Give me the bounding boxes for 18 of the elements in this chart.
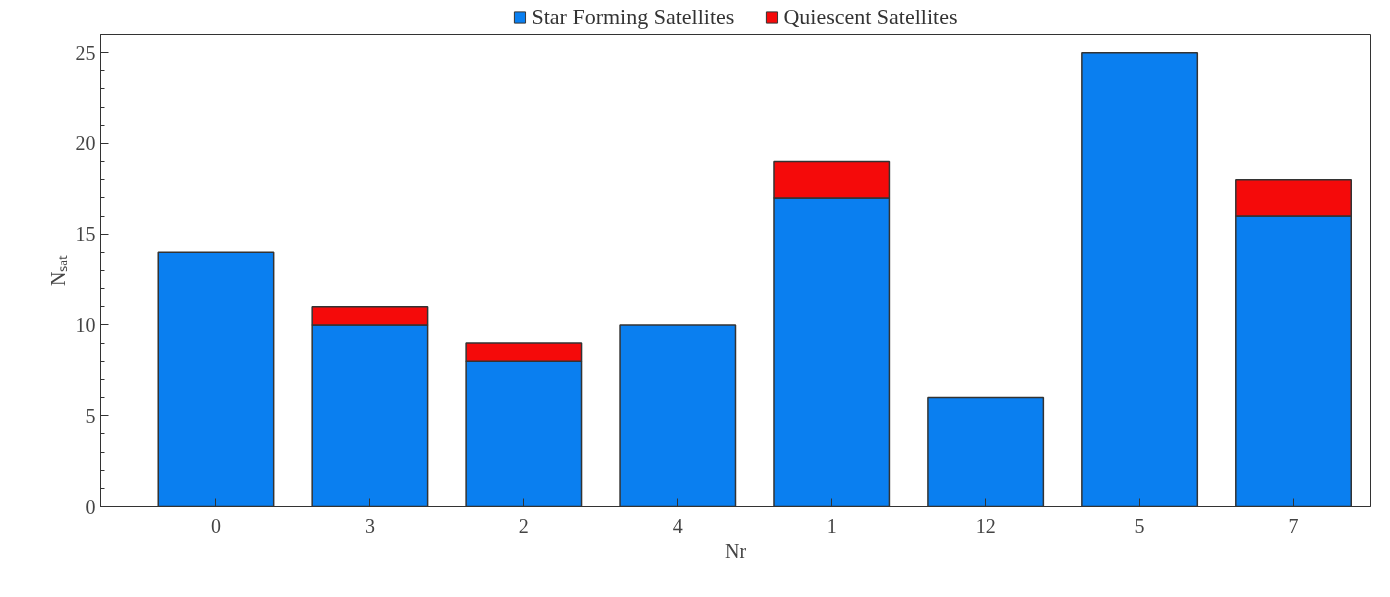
x-tick-label: 12 — [975, 514, 996, 537]
x-tick-label: 4 — [672, 514, 683, 537]
y-axis-title: Nₛₐₜ — [46, 255, 69, 286]
y-tick-label: 10 — [75, 313, 96, 336]
legend-label: Star Forming Satellites — [531, 4, 735, 30]
y-tick-label: 20 — [75, 132, 96, 155]
legend-label: Quiescent Satellites — [783, 4, 958, 30]
x-axis-title: Nr — [724, 539, 747, 562]
y-tick-label: 5 — [85, 404, 96, 427]
x-tick-label: 7 — [1288, 514, 1299, 537]
y-tick-label: 0 — [85, 495, 96, 518]
x-tick-label: 3 — [364, 514, 375, 537]
x-tick-label: 2 — [518, 514, 529, 537]
y-tick-label: 25 — [75, 41, 96, 64]
x-tick-label: 0 — [210, 514, 221, 537]
y-tick-label: 15 — [75, 223, 96, 246]
x-tick-label: 1 — [826, 514, 837, 537]
x-tick-label: 5 — [1134, 514, 1145, 537]
